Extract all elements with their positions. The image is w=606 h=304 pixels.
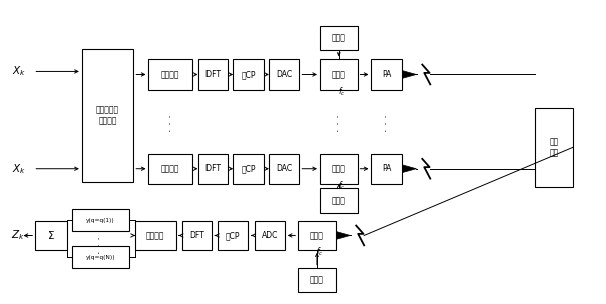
Text: y(q=q(N)): y(q=q(N))	[85, 255, 115, 260]
Bar	[233, 59, 264, 90]
Text: 相位对齐: 相位对齐	[161, 70, 179, 79]
Bar	[198, 59, 228, 90]
Text: · · ·: · · ·	[167, 114, 176, 132]
Text: 相位对齐: 相位对齐	[161, 164, 179, 173]
Bar	[269, 154, 299, 184]
Text: 上变频: 上变频	[332, 164, 345, 173]
Text: 下变频: 下变频	[310, 231, 324, 240]
Bar	[371, 59, 402, 90]
Text: $Z_k$: $Z_k$	[11, 229, 25, 243]
Text: 滤波器: 滤波器	[332, 196, 345, 205]
Text: IDFT: IDFT	[204, 70, 221, 79]
Text: 去CP: 去CP	[226, 231, 241, 240]
Bar	[269, 59, 299, 90]
Bar	[233, 154, 264, 184]
Text: $f_c$: $f_c$	[338, 85, 345, 98]
Text: 滤波器: 滤波器	[332, 33, 345, 43]
Text: $X_k$: $X_k$	[12, 162, 26, 176]
Text: · · ·: · · ·	[334, 114, 344, 132]
Text: DAC: DAC	[276, 70, 292, 79]
Bar	[255, 221, 285, 250]
Text: DFT: DFT	[190, 231, 204, 240]
Text: · · ·: · · ·	[382, 114, 391, 132]
Text: $f_c$: $f_c$	[316, 245, 324, 258]
Polygon shape	[403, 71, 416, 78]
Text: IDFT: IDFT	[204, 164, 221, 173]
Text: 上变频: 上变频	[332, 70, 345, 79]
Text: y(q=q(1)): y(q=q(1))	[86, 218, 115, 223]
Polygon shape	[403, 165, 416, 172]
Text: 加CP: 加CP	[241, 164, 256, 173]
Text: PA: PA	[382, 70, 391, 79]
Bar	[320, 26, 358, 50]
Bar	[320, 154, 358, 184]
Bar	[72, 246, 129, 268]
Polygon shape	[337, 232, 350, 239]
Bar	[148, 59, 192, 90]
Bar	[320, 59, 358, 90]
Bar	[298, 268, 336, 292]
Bar	[148, 154, 192, 184]
Bar	[72, 209, 129, 231]
Bar	[135, 221, 176, 250]
Text: · · ·: · · ·	[95, 236, 105, 254]
Text: DAC: DAC	[276, 164, 292, 173]
Text: 能量检测: 能量检测	[146, 231, 164, 240]
Text: $f_c$: $f_c$	[338, 180, 345, 192]
Text: $\Sigma$: $\Sigma$	[47, 230, 55, 241]
Bar	[535, 108, 573, 187]
Bar	[320, 188, 358, 213]
Text: 滤波器: 滤波器	[310, 275, 324, 284]
Text: 加CP: 加CP	[241, 70, 256, 79]
Bar	[371, 154, 402, 184]
Bar	[298, 221, 336, 250]
Text: PA: PA	[382, 164, 391, 173]
Bar	[218, 221, 248, 250]
Text: ADC: ADC	[261, 231, 278, 240]
Bar	[198, 154, 228, 184]
Text: $X_k$: $X_k$	[12, 64, 26, 78]
Bar	[182, 221, 212, 250]
Text: 无线
信道: 无线 信道	[549, 138, 559, 157]
Bar	[82, 49, 133, 182]
Bar	[35, 221, 67, 250]
Text: 随机子载波
选择模块: 随机子载波 选择模块	[96, 106, 119, 125]
